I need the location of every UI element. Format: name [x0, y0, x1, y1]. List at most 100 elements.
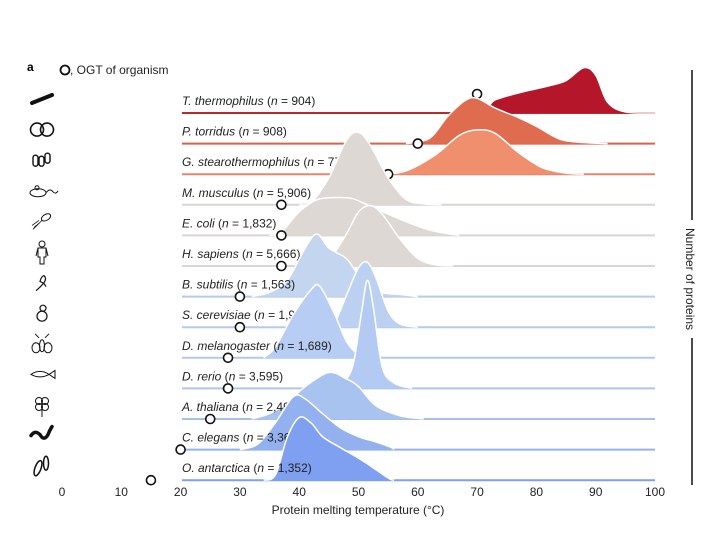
organism-label: D. melanogaster (n = 1,689): [182, 339, 332, 353]
organism-name: D. melanogaster: [182, 339, 271, 353]
density-outline: [405, 96, 608, 145]
ogt-marker: [276, 260, 287, 272]
worm-icon: [29, 424, 54, 440]
legend-ogt-marker: [59, 64, 71, 76]
organism-label: G. stearothermophilus (n = 776): [182, 155, 352, 169]
ridge-row: H. sapiens (n = 5,666): [182, 204, 655, 272]
organism-name: H. sapiens: [182, 247, 239, 261]
mouse-icon: [29, 185, 59, 198]
y-axis-label: Number of proteins: [683, 228, 697, 330]
x-tick-label: 10: [115, 485, 129, 499]
ogt-marker: [234, 321, 246, 333]
density-outline: [239, 394, 395, 451]
x-tick-label: 30: [233, 485, 247, 499]
organism-name: D. rerio: [182, 369, 222, 383]
ridge-row: B. subtilis (n = 1,563): [182, 233, 655, 302]
density-area: [251, 233, 418, 297]
density-outline: [269, 196, 460, 237]
organism-count: = 1,352): [264, 461, 312, 475]
organism-name: B. subtilis: [182, 278, 233, 292]
density-outline: [299, 131, 442, 207]
x-tick-label: 90: [589, 485, 603, 499]
organism-count: = 1,689): [284, 339, 332, 353]
ridge-row: M. musculus (n = 5,906): [182, 131, 655, 211]
density-area: [263, 284, 371, 358]
organism-count: = 904): [278, 94, 316, 108]
ogt-marker: [276, 230, 287, 241]
organism-count: = 1,832): [229, 216, 277, 230]
organism-name: O. antarctica: [182, 461, 250, 475]
density-outline: [322, 260, 418, 328]
organism-name: C. elegans: [182, 431, 239, 445]
density-outline: [316, 204, 454, 267]
rod-bacterium-icon: [30, 93, 54, 105]
organism-label: C. elegans (n = 3,366): [182, 431, 301, 445]
organism-name: T. thermophilus: [182, 94, 264, 108]
bacilli-icon: [32, 152, 51, 167]
x-tick-label: 50: [352, 485, 366, 499]
x-axis-label: Protein melting temperature (°C): [272, 503, 445, 517]
yeast-icon: [36, 304, 48, 322]
density-area: [485, 67, 655, 114]
organism-name: P. torridus: [182, 125, 235, 139]
x-tick-label: 20: [174, 485, 188, 499]
ridge-row: P. torridus (n = 908): [182, 96, 655, 149]
ridge-row: T. thermophilus (n = 904): [182, 66, 656, 114]
organism-label: B. subtilis (n = 1,563): [182, 278, 295, 292]
x-tick-label: 70: [470, 485, 484, 499]
human-icon: [35, 240, 49, 265]
density-outline: [382, 128, 584, 175]
organism-label: H. sapiens (n = 5,666): [182, 247, 300, 261]
legend-text: , OGT of organism: [70, 63, 168, 77]
x-tick-label: 80: [530, 485, 544, 499]
density-area: [405, 97, 608, 144]
organism-count: = 5,906): [263, 186, 311, 200]
organism-name: S. cerevisiae: [182, 308, 251, 322]
ogt-marker: [412, 138, 424, 149]
organism-name: M. musculus: [182, 186, 249, 200]
organism-name: G. stearothermophilus: [182, 155, 300, 169]
ogt-marker: [175, 444, 186, 455]
density-area: [299, 132, 442, 206]
density-outline: [485, 66, 656, 114]
flower-icon: [35, 397, 49, 417]
density-area: [263, 416, 395, 481]
x-tick-label: 60: [411, 485, 425, 499]
organism-label: O. antarctica (n = 1,352): [182, 461, 312, 475]
organism-count: = 1,563): [247, 278, 295, 292]
bacillus-chain-icon: [35, 274, 47, 292]
density-outline: [251, 233, 418, 298]
fly-icon: [31, 333, 53, 354]
ridge-row: D. rerio (n = 3,595): [182, 279, 655, 394]
coccus-pair-icon: [29, 122, 55, 137]
ridge-row: O. antarctica (n = 1,352): [145, 416, 655, 486]
ogt-marker: [234, 291, 246, 302]
organism-count: = 908): [249, 125, 287, 139]
fish-icon: [30, 369, 56, 380]
ridge-row: G. stearothermophilus (n = 776): [182, 128, 655, 180]
x-tick-label: 0: [59, 485, 66, 499]
ogt-marker: [145, 474, 157, 486]
density-area: [316, 205, 454, 266]
panel-label: a: [27, 60, 34, 74]
x-tick-label: 100: [645, 485, 665, 499]
organism-label: P. torridus (n = 908): [182, 125, 287, 139]
density-area: [328, 280, 412, 389]
organism-label: T. thermophilus (n = 904): [182, 94, 315, 108]
ogt-marker: [222, 352, 234, 364]
organism-name: E. coli: [182, 216, 215, 230]
ogt-marker: [204, 413, 216, 425]
ridge-row: D. melanogaster (n = 1,689): [182, 283, 655, 364]
ogt-marker: [276, 199, 287, 211]
organism-label: E. coli (n = 1,832): [182, 216, 276, 230]
ogt-marker: [222, 383, 234, 394]
organism-count: = 5,666): [253, 247, 301, 261]
organism-name: A. thaliana: [181, 400, 239, 414]
organism-label: M. musculus (n = 5,906): [182, 186, 311, 200]
flagellated-bacterium-icon: [31, 213, 52, 230]
diatom-icon: [33, 455, 50, 477]
x-tick-label: 40: [293, 485, 307, 499]
density-outline: [263, 416, 395, 481]
